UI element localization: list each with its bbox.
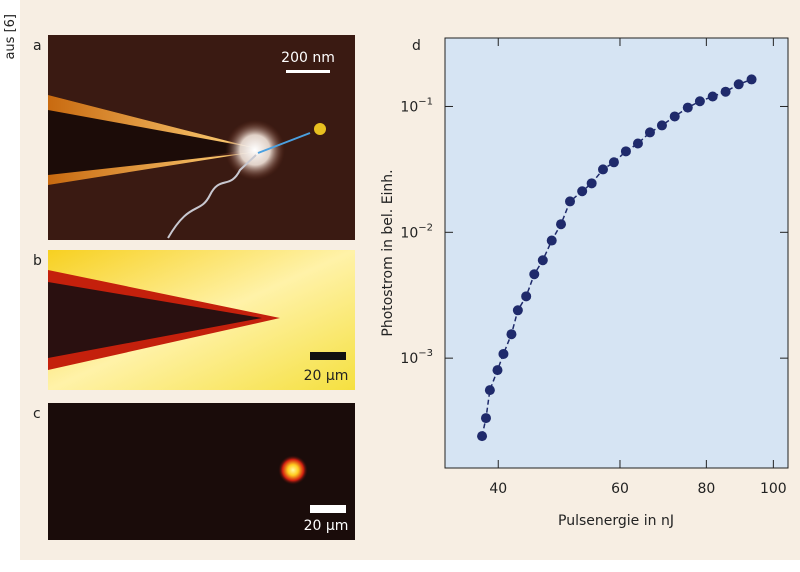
- data-point: [609, 157, 619, 167]
- data-point: [521, 291, 531, 301]
- data-point: [506, 329, 516, 339]
- y-tick-base: 10: [400, 225, 418, 241]
- data-point: [538, 255, 548, 265]
- source-note: aus [6]: [3, 14, 18, 60]
- x-tick-label: 100: [760, 481, 787, 497]
- y-tick-base: 10: [400, 99, 418, 115]
- data-point: [498, 349, 508, 359]
- data-point: [492, 365, 502, 375]
- data-point: [513, 305, 523, 315]
- data-point: [577, 186, 587, 196]
- data-point: [645, 127, 655, 137]
- y-tick-exponent: −3: [418, 348, 433, 359]
- scale-bar-label: 20 µm: [304, 368, 349, 384]
- data-point: [587, 178, 597, 188]
- panel-label: a: [33, 38, 42, 54]
- data-point: [598, 164, 608, 174]
- data-point: [747, 74, 757, 84]
- data-point: [657, 120, 667, 130]
- y-tick-exponent: −1: [418, 96, 433, 107]
- data-point: [708, 92, 718, 102]
- data-point: [683, 103, 693, 113]
- data-point: [734, 79, 744, 89]
- data-point: [621, 146, 631, 156]
- data-point: [721, 87, 731, 97]
- data-point: [485, 385, 495, 395]
- panel-label: d: [412, 38, 421, 54]
- data-point: [529, 269, 539, 279]
- panel-label: b: [33, 253, 42, 269]
- panel-label: c: [33, 406, 41, 422]
- y-axis-label: Photostrom in bel. Einh.: [380, 169, 396, 336]
- x-tick-label: 60: [611, 481, 629, 497]
- data-point: [633, 138, 643, 148]
- scale-bar-label: 20 µm: [304, 518, 349, 534]
- scale-bar-label: 200 nm: [281, 50, 335, 66]
- data-point: [547, 236, 557, 246]
- y-tick-base: 10: [400, 351, 418, 367]
- data-point: [481, 413, 491, 423]
- data-point: [556, 219, 566, 229]
- x-tick-label: 40: [489, 481, 507, 497]
- y-tick-exponent: −2: [418, 222, 433, 233]
- data-point: [695, 96, 705, 106]
- data-point: [565, 196, 575, 206]
- x-tick-label: 80: [697, 481, 715, 497]
- data-point: [670, 111, 680, 121]
- figure: aus [6] a 200 nm b 20 µm c 20 µm d Pulse…: [0, 0, 800, 568]
- data-point: [477, 431, 487, 441]
- x-axis-label: Pulsenergie in nJ: [558, 513, 674, 529]
- plot-area: [445, 38, 788, 468]
